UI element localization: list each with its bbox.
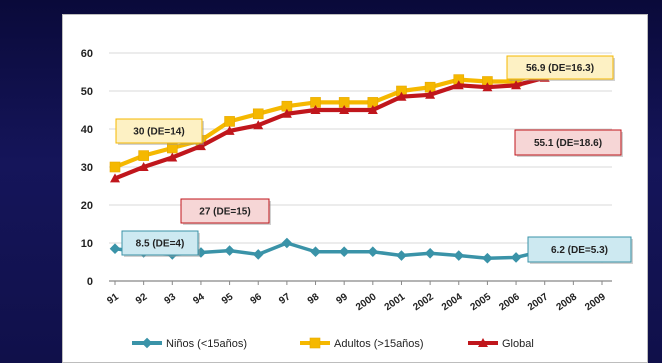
legend-item-ninos: Niños (<15años) [132, 337, 247, 350]
data-point-ninos [367, 246, 379, 258]
data-point-adultos [138, 150, 149, 161]
callout-box: 56.9 (DE=16.3) [506, 55, 615, 81]
legend-marker [141, 337, 153, 349]
legend-marker [309, 337, 321, 349]
legend-label: Adultos (>15años) [334, 338, 424, 350]
callout-label: 56.9 (DE=16.3) [526, 63, 594, 74]
data-point-ninos [338, 246, 350, 258]
x-tick-label: 2005 [469, 291, 494, 313]
data-point-global [310, 105, 321, 114]
data-point-global [482, 82, 493, 92]
legend-item-adultos: Adultos (>15años) [300, 337, 424, 350]
x-tick-label: 97 [277, 291, 293, 307]
x-tick-label: 2007 [526, 291, 551, 313]
data-point-ninos [396, 250, 407, 261]
x-tick-label: 98 [306, 291, 322, 307]
y-tick-label: 10 [81, 238, 93, 250]
x-axis [109, 280, 612, 285]
legend-label: Global [502, 338, 534, 350]
x-tick-label: 93 [163, 291, 179, 307]
x-tick-label: 91 [105, 291, 121, 307]
x-tick-label: 2004 [440, 291, 465, 313]
data-point-global [167, 152, 178, 162]
legend: Niños (<15años) Adultos (>15años) Global [132, 337, 534, 350]
y-tick-label: 20 [81, 200, 93, 212]
annotations: 30 (DE=14) 27 (DE=15) 8.5 (DE=4) 56.9 (DE=1… [115, 55, 633, 264]
callout-background [180, 198, 270, 224]
data-point-global [425, 89, 436, 99]
data-point-ninos [482, 252, 493, 264]
x-tick-label: 2001 [383, 291, 408, 313]
x-tick-label: 92 [134, 291, 150, 307]
data-point-ninos [281, 237, 293, 249]
data-point-ninos [310, 246, 321, 258]
callout-background [115, 118, 203, 144]
callout-background [514, 129, 622, 156]
legend-label: Niños (<15años) [166, 338, 247, 350]
callout-label: 8.5 (DE=4) [136, 239, 185, 250]
y-axis-ticks: 0 10 20 30 40 50 60 [81, 48, 93, 288]
x-tick-label: 96 [249, 291, 265, 307]
x-tick-label: 99 [334, 291, 350, 307]
y-tick-label: 60 [81, 48, 93, 60]
data-point-adultos [109, 161, 121, 173]
legend-marker [478, 338, 488, 347]
data-point-global [110, 173, 120, 183]
x-tick-label: 2009 [583, 291, 608, 313]
data-point-global [195, 141, 206, 151]
x-axis-ticks: 91 92 93 94 95 96 97 98 99 2000 2001 2002 2004 2005 20… [105, 291, 608, 313]
data-point-global [367, 105, 378, 114]
data-point-global [281, 108, 292, 118]
data-point-ninos [424, 247, 436, 259]
callout-label: 30 (DE=14) [133, 127, 184, 138]
data-point-global [224, 125, 235, 135]
callout-label: 55.1 (DE=18.6) [534, 138, 602, 149]
x-tick-label: 94 [191, 291, 207, 307]
callout-background [527, 236, 632, 263]
y-tick-label: 0 [87, 276, 93, 288]
data-point-global [138, 162, 149, 171]
callout-label: 6.2 (DE=5.3) [551, 245, 608, 256]
series-global [110, 66, 607, 183]
callout-box: 6.2 (DE=5.3) [527, 236, 633, 264]
data-point-ninos [510, 252, 522, 263]
y-tick-label: 30 [81, 162, 93, 174]
callout-box: 8.5 (DE=4) [121, 230, 200, 257]
y-tick-label: 40 [81, 124, 93, 136]
callout-box: 30 (DE=14) [115, 118, 204, 145]
data-point-global [396, 91, 407, 101]
data-point-ninos [453, 250, 465, 261]
callout-box: 55.1 (DE=18.6) [514, 129, 623, 157]
x-tick-label: 2008 [555, 291, 580, 313]
y-tick-label: 50 [81, 86, 93, 98]
data-point-global [453, 80, 464, 90]
x-tick-label: 95 [220, 291, 236, 307]
data-point-global [511, 80, 522, 90]
data-point-ninos [224, 245, 235, 256]
x-tick-label: 2002 [411, 291, 436, 313]
data-point-global [253, 120, 264, 130]
legend-item-global: Global [468, 338, 534, 350]
callout-background [121, 230, 199, 256]
callout-background [506, 55, 614, 80]
x-tick-label: 2006 [497, 291, 522, 313]
data-point-ninos [252, 249, 264, 260]
data-point-global [339, 105, 350, 114]
data-point-adultos [252, 108, 264, 120]
series-line-global [114, 69, 603, 181]
callout-box: 27 (DE=15) [180, 198, 271, 225]
x-tick-label: 2000 [354, 291, 379, 313]
callout-label: 27 (DE=15) [199, 207, 250, 218]
data-point-ninos [109, 243, 121, 255]
data-point-adultos [224, 116, 235, 127]
